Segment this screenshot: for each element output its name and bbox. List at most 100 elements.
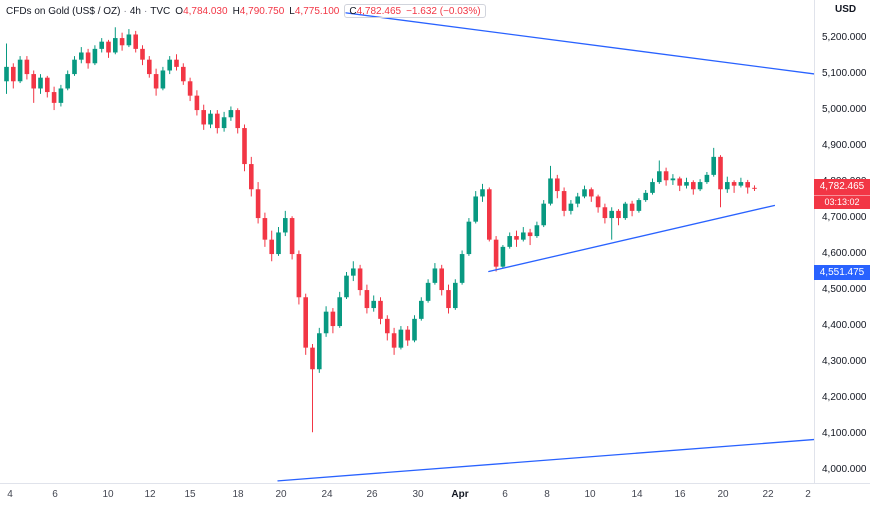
time-axis-label: 20 [717, 489, 729, 500]
candle-body [752, 187, 757, 189]
high-label: H [232, 5, 240, 17]
candle-body [548, 178, 553, 204]
price-axis-label: 4,100.000 [822, 428, 867, 440]
candle-body [670, 178, 676, 181]
candle-body [119, 38, 125, 46]
candle-body [283, 218, 288, 233]
symbol-title[interactable]: CFDs on Gold (US$ / OZ) [6, 5, 121, 17]
candle-body [126, 34, 132, 46]
candle-body [337, 297, 342, 327]
candle-body [711, 156, 716, 175]
candle-body [249, 164, 254, 190]
time-axis-label: 10 [584, 489, 596, 500]
candle-body [521, 232, 526, 240]
time-axis-label: 8 [544, 489, 550, 500]
candle-body [289, 218, 295, 255]
price-axis[interactable]: 5,200.0005,100.0005,000.0004,900.0004,80… [814, 0, 870, 483]
candle-body [296, 254, 302, 298]
candle-body [602, 207, 608, 219]
candle-body [725, 182, 730, 190]
candle-body [480, 189, 485, 197]
candle-body [235, 110, 240, 129]
candle-body [473, 196, 478, 222]
candle-body [51, 92, 57, 103]
candle-body [391, 333, 397, 348]
close-value: 4,782.465 [356, 5, 402, 17]
candle-body [527, 232, 533, 237]
candle-body [439, 268, 444, 291]
candle-body [412, 318, 417, 341]
candle-body [650, 182, 655, 193]
exchange-label[interactable]: TVC [150, 5, 171, 17]
candle-body [79, 52, 84, 60]
time-axis-label: 30 [412, 489, 424, 500]
candle-body [371, 300, 376, 309]
candle-body [310, 347, 315, 370]
candle-body [609, 210, 614, 219]
candle-body [187, 81, 193, 96]
candle-body [221, 117, 227, 129]
candle-body [378, 300, 383, 319]
candle-body [269, 239, 274, 255]
candle-body [106, 41, 111, 53]
trendline[interactable] [277, 438, 816, 482]
candle-body [514, 236, 519, 240]
candle-body [24, 59, 30, 75]
candle-body [133, 34, 138, 49]
time-axis-label: 26 [366, 489, 378, 500]
trendline-price-badge: 4,551.475 [814, 264, 870, 280]
price-axis-label: 5,100.000 [822, 68, 867, 80]
time-axis-label: 12 [144, 489, 156, 500]
candle-body [357, 268, 363, 291]
candle-body [623, 203, 628, 219]
candle-body [317, 333, 322, 370]
last-price-badge: 4,782.465 03:13:02 [814, 179, 870, 210]
candle-body [663, 171, 669, 181]
low-label: L [289, 5, 295, 17]
trendline[interactable] [488, 204, 776, 273]
candle-body [561, 191, 567, 211]
candle-body [534, 225, 540, 237]
interval-label[interactable]: 4h [129, 5, 141, 17]
time-axis[interactable]: 4 6 10 12 15 18 20 24 26 30 Apr 6 8 10 14 16 20 22 2 [0, 483, 870, 507]
candle-body [92, 48, 98, 64]
time-axis-label: 16 [674, 489, 686, 500]
candle-body [31, 74, 36, 89]
candle-body [731, 182, 737, 186]
price-axis-label: 4,500.000 [822, 284, 867, 296]
candle-body [575, 196, 580, 204]
change-value: −1.632 (−0.03%) [406, 5, 481, 17]
candle-body [636, 200, 642, 211]
candle-body [17, 59, 23, 82]
open-value: 4,784.030 [183, 5, 228, 17]
candle-body [45, 77, 50, 93]
candle-body [405, 329, 410, 341]
close-label: C [349, 5, 357, 17]
candle-body [589, 189, 594, 197]
candle-body [323, 311, 329, 334]
time-axis-label: 4 [7, 489, 13, 500]
candle-body [255, 189, 261, 219]
candle-body [194, 95, 200, 111]
time-axis-label: 15 [184, 489, 196, 500]
time-axis-label: 6 [502, 489, 508, 500]
candle-body [228, 110, 234, 118]
candle-body [303, 297, 308, 348]
candle-body [745, 182, 750, 188]
trendline[interactable] [345, 12, 816, 75]
currency-label[interactable]: USD [835, 4, 857, 15]
close-group: C 4,782.465 −1.632 (−0.03%) [344, 4, 486, 18]
candle-body [4, 66, 9, 82]
candle-body [85, 52, 91, 64]
candle-body [153, 74, 159, 89]
candle-body [208, 113, 213, 125]
candle-body [181, 66, 186, 82]
candle-body [419, 300, 424, 319]
time-axis-label: 22 [762, 489, 774, 500]
candle-body [140, 48, 145, 60]
candle-body [453, 282, 458, 309]
candle-body [201, 110, 206, 125]
price-axis-label: 4,200.000 [822, 392, 867, 404]
